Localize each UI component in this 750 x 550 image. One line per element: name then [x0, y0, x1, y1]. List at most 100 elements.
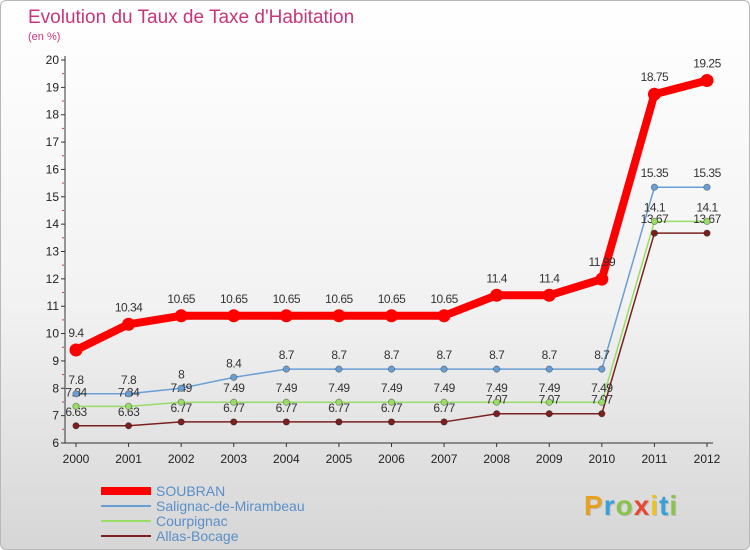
- legend-swatch: [101, 505, 151, 507]
- logo-letter: x: [633, 490, 651, 521]
- data-label: 10.65: [325, 292, 353, 306]
- legend-label: Salignac-de-Mirambeau: [156, 498, 305, 514]
- data-point: [230, 418, 238, 426]
- data-label: 15.35: [693, 166, 721, 180]
- data-point: [387, 398, 396, 406]
- data-point: [282, 418, 290, 426]
- data-label: 8.7: [489, 348, 505, 362]
- data-point: [493, 398, 501, 406]
- data-label: 7.8: [121, 373, 137, 387]
- data-point: [177, 418, 185, 426]
- x-tick-label: 2011: [642, 452, 668, 466]
- data-point: [177, 384, 185, 392]
- data-label: 6.77: [276, 401, 298, 415]
- data-label: 7.49: [381, 381, 403, 395]
- data-point: [440, 398, 448, 406]
- data-point: [703, 183, 711, 191]
- legend-swatch: [101, 520, 151, 522]
- legend-swatch: [101, 535, 151, 537]
- x-tick-label: 2007: [431, 452, 458, 466]
- data-point: [385, 309, 398, 323]
- data-label: 7.49: [486, 381, 508, 395]
- data-label: 6.77: [433, 401, 455, 415]
- data-point: [122, 317, 136, 331]
- data-label: 7.49: [276, 381, 298, 395]
- data-label: 10.65: [220, 292, 248, 306]
- x-tick-label: 2003: [220, 452, 247, 466]
- data-label: 8.7: [542, 348, 558, 362]
- data-point: [650, 229, 659, 237]
- logo-letter: r: [603, 490, 616, 521]
- x-tick-label: 2006: [378, 452, 405, 466]
- y-tick-label: 16: [46, 162, 60, 176]
- logo-letter: t: [659, 490, 670, 521]
- y-tick-label: 13: [46, 245, 60, 259]
- data-point: [387, 365, 396, 373]
- y-tick-label: 6: [52, 436, 59, 450]
- data-point: [703, 229, 711, 237]
- data-point: [650, 183, 659, 191]
- data-point: [177, 398, 185, 406]
- data-label: 6.63: [118, 405, 140, 419]
- data-point: [174, 309, 188, 323]
- x-tick-label: 2004: [273, 452, 300, 466]
- y-tick-label: 19: [46, 80, 60, 94]
- data-label: 8: [178, 367, 185, 381]
- data-label: 15.35: [641, 166, 669, 180]
- proxiti-logo: Proxiti: [584, 490, 678, 522]
- x-tick-label: 2000: [63, 452, 90, 466]
- series-line-salignac-de-mirambeau: [75, 186, 708, 395]
- data-point: [279, 309, 293, 323]
- x-tick-label: 2009: [536, 452, 563, 466]
- data-label: 6.77: [328, 401, 350, 415]
- data-point: [545, 398, 553, 406]
- data-point: [72, 422, 80, 430]
- y-tick-label: 11: [47, 299, 60, 313]
- logo-letter: i: [650, 490, 660, 521]
- data-point: [335, 365, 343, 373]
- data-label: 10.65: [378, 292, 406, 306]
- data-point: [595, 272, 609, 286]
- data-point: [598, 365, 606, 373]
- data-point: [72, 402, 80, 410]
- data-label: 7.49: [539, 381, 561, 395]
- data-label: 6.63: [65, 405, 87, 419]
- data-label: 8.7: [279, 348, 295, 362]
- data-label: 6.77: [223, 401, 245, 415]
- y-tick-label: 9: [52, 354, 59, 368]
- y-tick-label: 14: [46, 217, 60, 231]
- x-tick-label: 2002: [168, 452, 195, 466]
- data-point: [490, 288, 504, 302]
- data-point: [335, 418, 343, 426]
- legend-swatch: [101, 487, 151, 495]
- data-label: 6.77: [170, 401, 192, 415]
- data-point: [440, 365, 448, 373]
- data-label: 8.7: [594, 348, 610, 362]
- data-point: [230, 373, 238, 381]
- data-label: 14.1: [644, 200, 666, 214]
- data-point: [598, 410, 606, 418]
- data-point: [387, 418, 396, 426]
- data-label: 7.49: [433, 381, 455, 395]
- data-label: 10.34: [115, 300, 143, 314]
- y-tick-label: 20: [46, 53, 60, 67]
- x-tick-label: 2010: [588, 452, 615, 466]
- legend-label: SOUBRAN: [156, 483, 226, 499]
- data-point: [545, 410, 553, 418]
- data-point: [227, 309, 241, 323]
- data-point: [650, 217, 659, 226]
- data-point: [124, 402, 133, 410]
- data-label: 8.7: [436, 348, 452, 362]
- data-label: 9.4: [68, 326, 84, 340]
- logo-letter: i: [669, 490, 679, 521]
- data-point: [282, 365, 290, 373]
- data-point: [440, 418, 448, 426]
- data-label: 8.7: [331, 348, 347, 362]
- y-tick-label: 15: [46, 190, 60, 204]
- data-point: [69, 343, 83, 357]
- data-point: [545, 365, 553, 373]
- data-label: 19.25: [693, 57, 721, 71]
- data-point: [124, 390, 133, 398]
- data-point: [72, 390, 80, 398]
- y-tick-label: 8: [52, 381, 59, 395]
